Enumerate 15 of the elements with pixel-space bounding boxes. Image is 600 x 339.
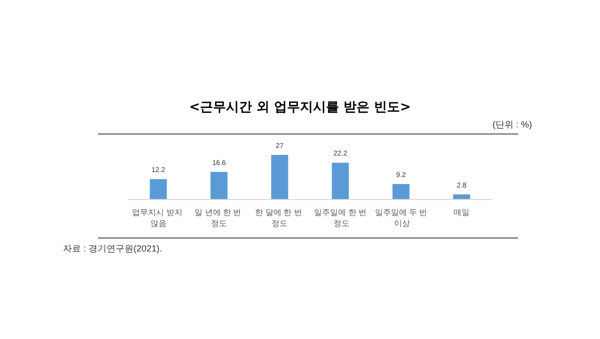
bar [332, 162, 349, 199]
bar [210, 172, 228, 199]
x-tick-label: 한 달에 한 번 정도 [255, 208, 304, 228]
chart-title: <근무시간 외 업무지시를 받은 빈도> [189, 100, 411, 115]
x-tick-label: 일 년에 한 번 정도 [194, 208, 244, 228]
bar [453, 194, 470, 199]
bar [392, 184, 410, 199]
bar [150, 179, 167, 199]
text: 자료 : 경기연구원(2021). [63, 244, 162, 254]
text: (단위 : %) [492, 120, 532, 130]
x-tick-label: 매일 [454, 208, 470, 217]
x-tick-label: 업무지시 받지 않음 [132, 208, 185, 228]
x-tick-label: 일주일에 한 번 정도 [314, 208, 367, 228]
x-tick-label: 일주일에 두 번 이상 [374, 208, 428, 228]
bar [271, 154, 288, 199]
